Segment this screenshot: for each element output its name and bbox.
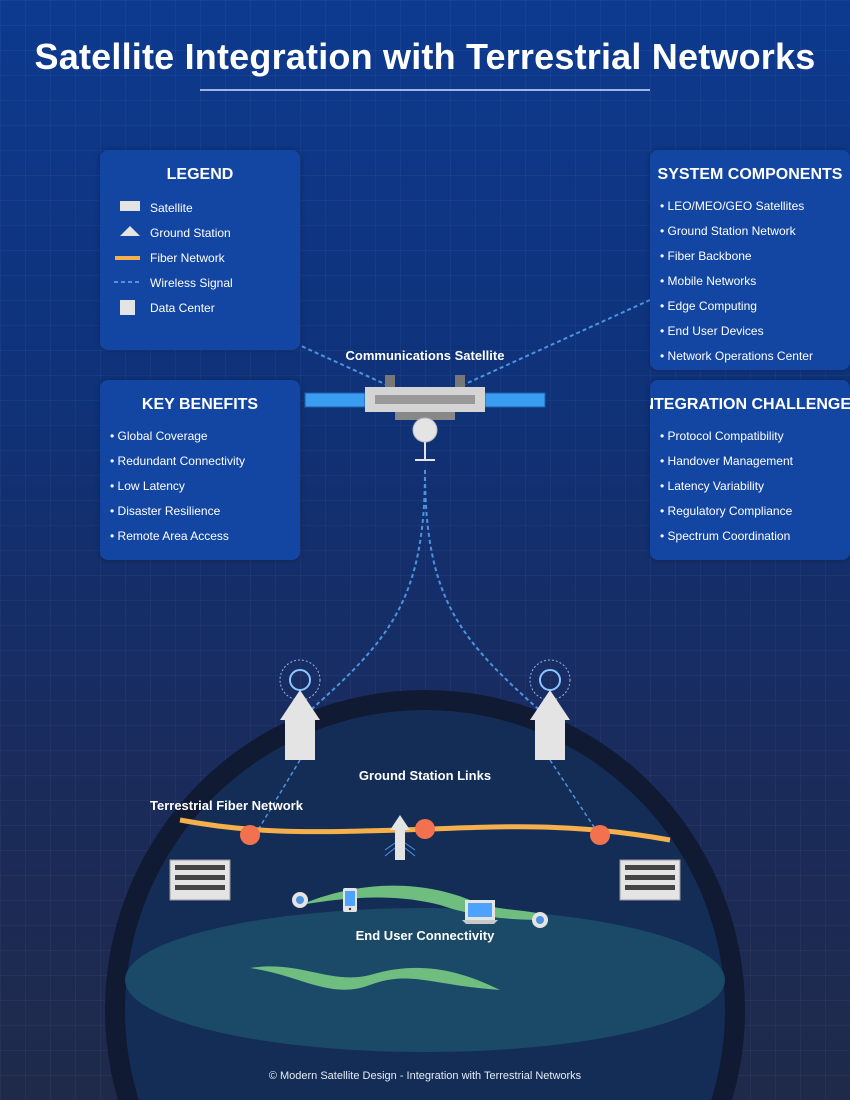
end-user-devices bbox=[292, 888, 548, 928]
earth bbox=[105, 690, 745, 1100]
system-components-panel: SYSTEM COMPONENTS LEO/MEO/GEO Satellites… bbox=[650, 150, 850, 370]
footer-copyright: © Modern Satellite Design - Integration … bbox=[268, 1070, 582, 1082]
wireless-link-left-node bbox=[254, 759, 301, 836]
list-item: Handover Management bbox=[660, 454, 793, 479]
integration-challenges-heading: INTEGRATION CHALLENGE bbox=[650, 396, 850, 413]
key-benefits-heading: KEY BENEFITS bbox=[141, 396, 259, 413]
page-title: Satellite Integration with Terrestrial N… bbox=[34, 36, 816, 77]
list-item: Spectrum Coordination bbox=[660, 529, 793, 554]
list-item: Protocol Compatibility bbox=[660, 429, 793, 454]
integration-challenges-panel: INTEGRATION CHALLENGE Protocol Compatibi… bbox=[650, 380, 850, 560]
fiber-line-icon bbox=[115, 251, 140, 265]
system-components-heading: SYSTEM COMPONENTS bbox=[657, 166, 843, 183]
ground-station-left bbox=[279, 659, 321, 760]
list-item: LEO/MEO/GEO Satellites bbox=[660, 199, 813, 224]
phone-icon bbox=[343, 888, 357, 912]
data-center-icon bbox=[120, 300, 140, 315]
list-item: Network Operations Center bbox=[660, 349, 813, 374]
ground-station-links-label: Ground Station Links bbox=[358, 768, 492, 783]
key-benefits-panel: KEY BENEFITS Global Coverage Redundant C… bbox=[100, 380, 300, 560]
list-item: Remote Area Access bbox=[110, 529, 245, 554]
key-benefits-list: Global Coverage Redundant Connectivity L… bbox=[110, 429, 245, 554]
wireless-dash-icon bbox=[114, 276, 142, 290]
list-item: End User Devices bbox=[660, 324, 813, 349]
wireless-link-left-station bbox=[304, 469, 426, 716]
ground-station-right bbox=[529, 659, 571, 760]
fiber-node-center bbox=[415, 819, 435, 839]
laptop-icon bbox=[462, 900, 498, 924]
list-item: Global Coverage bbox=[110, 429, 245, 454]
list-item: Fiber Backbone bbox=[660, 249, 813, 274]
fiber-network-label: Terrestrial Fiber Network bbox=[150, 798, 303, 813]
integration-challenges-list: Protocol Compatibility Handover Manageme… bbox=[660, 429, 793, 554]
data-center-right bbox=[619, 859, 681, 901]
ground-station-icon bbox=[120, 226, 140, 240]
data-center-left bbox=[169, 859, 231, 901]
wireless-links bbox=[199, 299, 651, 836]
satellite-icon bbox=[304, 375, 546, 461]
list-item: Regulatory Compliance bbox=[660, 504, 793, 529]
legend-heading: LEGEND bbox=[166, 166, 234, 183]
list-item: Disaster Resilience bbox=[110, 504, 245, 529]
landmass-2 bbox=[250, 966, 500, 990]
fiber-node-left bbox=[240, 825, 260, 845]
system-components-list: LEO/MEO/GEO Satellites Ground Station Ne… bbox=[660, 199, 813, 374]
end-user-connectivity-label: End User Connectivity bbox=[355, 928, 495, 943]
wireless-link-components bbox=[429, 299, 651, 401]
fiber-node-right bbox=[590, 825, 610, 845]
satellite-icon bbox=[120, 201, 140, 215]
list-item: Edge Computing bbox=[660, 299, 813, 324]
list-item: Ground Station Network bbox=[660, 224, 813, 249]
wireless-link-legend bbox=[199, 299, 421, 401]
list-item: Low Latency bbox=[110, 479, 245, 504]
title-divider bbox=[200, 89, 650, 91]
wireless-link-right-node bbox=[549, 759, 599, 834]
uplink-arrow-icon bbox=[384, 815, 416, 860]
list-item: Latency Variability bbox=[660, 479, 793, 504]
satellite-label: Communications Satellite bbox=[345, 348, 505, 363]
list-item: Redundant Connectivity bbox=[110, 454, 245, 479]
list-item: Mobile Networks bbox=[660, 274, 813, 299]
legend-panel: LEGEND Satellite Ground Station Fiber Ne… bbox=[100, 150, 300, 350]
wireless-link-right-station bbox=[424, 469, 546, 716]
